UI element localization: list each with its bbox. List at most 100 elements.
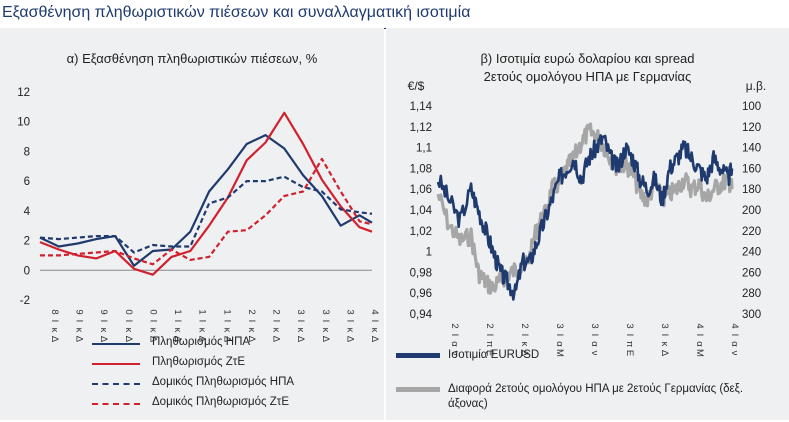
left-xtick-label-7-2: κ (221, 328, 232, 333)
right-chart-y2tick-label: 200 (742, 205, 761, 217)
left-legend-label: Δομικός Πληθωρισμός ΖτΕ (152, 396, 290, 408)
right-xtick-label-0-2: α (449, 341, 460, 347)
left-xtick-label-12-2: κ (344, 328, 355, 333)
left-ytick-label: 4 (24, 206, 31, 218)
left-xtick-label-12-3: Δ (344, 336, 355, 343)
left-xtick-label-13-3: Δ (369, 336, 380, 343)
left-xtick-label-2-3: Δ (98, 336, 109, 343)
eurusd-series-line (436, 134, 734, 301)
left-xtick-label-11-2: κ (320, 328, 331, 333)
left-xtick-label-1-3: Δ (74, 336, 85, 343)
right-xtick-label-4-0: 3 (589, 323, 600, 328)
right-xtick-label-7-0: 4 (694, 323, 705, 328)
left-xtick-label-3-0: 0 (123, 309, 134, 314)
right-xtick-label-2-1: Ι (519, 334, 530, 337)
inflation-chart: -20246810128ΙκΔ9ΙκΔ9ΙκΔ0ΙκΔ0ΙκΔ1ΙκΔ1ΙκΔ1… (17, 87, 380, 343)
left-xtick-label-8-2: κ (246, 328, 257, 333)
right-xtick-label-6-0: 3 (659, 323, 670, 328)
left-xtick-label-12-0: 3 (344, 309, 355, 314)
right-xtick-label-8-2: α (729, 341, 740, 347)
right-xtick-label-1-3: Ε (484, 350, 495, 356)
left-xtick-label-9-3: Δ (271, 336, 282, 343)
right-legend-swatch (396, 387, 440, 392)
right-xtick-label-1-2: π (484, 341, 495, 348)
left-xtick-label-0-0: 8 (49, 309, 60, 314)
right-xtick-label-4-1: Ι (589, 334, 600, 337)
right-xtick-label-2-3: Δ (519, 350, 530, 357)
left-ytick-label: 6 (24, 176, 30, 188)
right-chart-ytick-label: 1,04 (410, 205, 433, 217)
left-xtick-label-5-1: Ι (172, 320, 183, 323)
left-xtick-label-9-1: Ι (271, 320, 282, 323)
left-chart-panel: α) Εξασθένηση πληθωριστικών πιέσεων, % -… (0, 28, 384, 420)
right-xtick-label-8-1: Ι (729, 334, 740, 337)
right-xtick-label-7-2: α (694, 341, 705, 347)
left-chart-legend: Πληθωρισμός ΗΠΑ Πληθωρισμός ΖτΕ Δομικός Πλ… (92, 336, 382, 416)
left-ytick-label: -2 (20, 295, 30, 307)
right-xtick-label-0-0: 2 (449, 323, 460, 328)
right-chart-ytick-label: 0,94 (410, 309, 433, 321)
left-ytick-label: 0 (24, 265, 30, 277)
left-xtick-label-1-1: Ι (74, 320, 85, 323)
left-xtick-label-10-0: 3 (295, 309, 306, 314)
right-xtick-label-2-0: 2 (519, 323, 530, 328)
right-chart-y2tick-label: 280 (742, 288, 761, 300)
right-chart-panel: β) Ισοτιμία ευρώ δολαρίου και spread 2ετ… (386, 28, 789, 420)
right-xtick-label-3-2: α (554, 341, 565, 347)
left-xtick-label-5-3: Δ (172, 336, 183, 343)
right-xtick-label-8-3: ν (729, 351, 740, 356)
right-legend-label: Ισοτιμία EURUSD (448, 349, 540, 361)
left-xtick-label-2-0: 9 (98, 309, 109, 314)
right-chart-y2tick-label: 120 (742, 122, 761, 134)
left-xtick-label-12-1: Ι (344, 320, 355, 323)
right-chart-ytick-label: 1,14 (410, 101, 433, 113)
right-chart-ytick-label: 0,96 (410, 288, 432, 300)
left-ytick-label: 8 (24, 146, 30, 158)
left-xtick-label-13-0: 4 (369, 309, 380, 314)
left-xtick-label-10-2: κ (295, 328, 306, 333)
left-xtick-label-4-1: Ι (147, 320, 158, 323)
left-xtick-label-2-2: κ (98, 328, 109, 333)
left-xtick-label-3-3: Δ (123, 336, 134, 343)
left-series-line-0 (39, 133, 373, 267)
left-xtick-label-6-0: 1 (197, 309, 208, 314)
eurusd-spread-chart: €/$ μ.β. 0,94 0,96 0,98 1 1,02 1,04 1,06 1,08 1,1 1… (408, 79, 767, 357)
right-xtick-label-3-0: 3 (554, 323, 565, 328)
left-ytick-label: 2 (24, 236, 30, 248)
left-legend-label: Πληθωρισμός ΗΠΑ (152, 336, 251, 348)
left-xtick-label-0-1: Ι (49, 320, 60, 323)
left-xtick-label-4-0: 0 (147, 309, 158, 314)
right-chart-ytick-label: 1,08 (410, 163, 432, 175)
left-xtick-label-3-2: κ (123, 328, 134, 333)
left-legend-label: Δομικός Πληθωρισμός ΗΠΑ (152, 376, 295, 388)
left-xtick-label-10-1: Ι (295, 320, 306, 323)
left-xtick-label-7-3: Δ (221, 336, 232, 343)
left-xtick-label-9-0: 2 (271, 309, 282, 314)
left-xtick-label-1-2: κ (74, 328, 85, 333)
right-chart-title-line1: β) Ισοτιμία ευρώ δολαρίου και spread (480, 51, 695, 66)
left-xtick-label-4-3: Δ (147, 336, 158, 343)
right-xtick-label-1-1: Ι (484, 334, 495, 337)
right-xtick-label-5-0: 3 (624, 323, 635, 328)
right-chart-ytick-label: 1 (426, 247, 432, 259)
right-xtick-label-4-2: α (589, 341, 600, 347)
page-title: Εξασθένηση πληθωριστικών πιέσεων και συν… (2, 4, 471, 21)
left-xtick-label-9-2: κ (271, 328, 282, 333)
right-chart-y2tick-label: 100 (742, 101, 761, 113)
right-xtick-label-3-3: Μ (554, 349, 565, 357)
right-chart-ytick-label: 1,12 (410, 122, 432, 134)
right-chart-ytick-label: 1,06 (410, 184, 432, 196)
left-xtick-label-8-0: 2 (246, 309, 257, 314)
left-series-line-3 (40, 157, 373, 266)
left-series-line-1 (39, 111, 373, 276)
left-xtick-label-10-3: Δ (295, 336, 306, 343)
left-axis-unit: €/$ (408, 79, 425, 93)
left-legend-swatch (92, 403, 140, 405)
left-xtick-label-2-1: Ι (98, 320, 109, 323)
left-legend-swatch (92, 363, 140, 365)
right-xtick-label-5-3: Ε (624, 350, 635, 356)
left-xtick-label-6-2: κ (197, 328, 208, 333)
left-ytick-label: 12 (17, 87, 30, 99)
left-xtick-label-8-3: Δ (246, 336, 257, 343)
right-xtick-label-7-3: Μ (694, 349, 705, 357)
